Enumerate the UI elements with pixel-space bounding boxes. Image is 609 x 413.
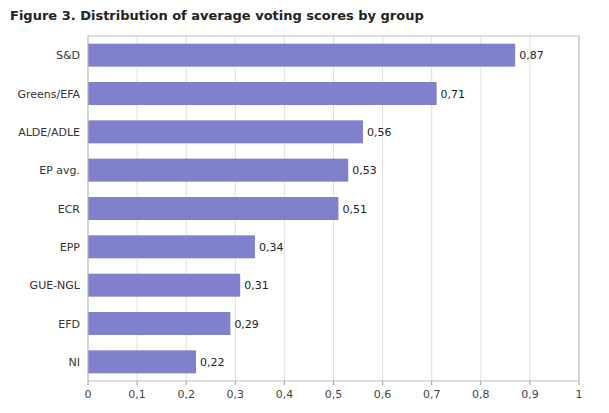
- bar: [88, 235, 255, 258]
- category-label: ALDE/ADLE: [18, 126, 80, 139]
- data-label: 0,71: [441, 88, 466, 101]
- category-label: EPP: [60, 241, 81, 254]
- data-label: 0,53: [352, 164, 377, 177]
- grid-line: [529, 36, 530, 381]
- tick-label: 0,6: [374, 388, 392, 401]
- category-label: EFD: [58, 318, 80, 331]
- tick-mark: [382, 381, 383, 385]
- bar: [88, 120, 363, 143]
- tick-mark: [137, 381, 138, 385]
- tick-mark: [480, 381, 481, 385]
- tick-mark: [431, 381, 432, 385]
- tick-label: 0,2: [177, 388, 195, 401]
- y-axis: S&D Greens/EFA ALDE/ADLE EP avg. ECR EPP GUE-N…: [17, 49, 80, 369]
- category-label: ECR: [58, 203, 81, 216]
- data-label: 0,31: [244, 279, 269, 292]
- x-axis: 0 0,1 0,2 0,3 0,4 0,5 0,6 0,7 0,8 0,9 1: [85, 36, 583, 401]
- data-label: 0,22: [200, 356, 225, 369]
- bar: [88, 274, 240, 297]
- category-label: S&D: [56, 49, 80, 62]
- bars: [88, 44, 515, 374]
- title: Figure 3. Distribution of average voting…: [10, 8, 424, 23]
- category-label: GUE-NGL: [30, 279, 81, 292]
- tick-label: 0,1: [128, 388, 146, 401]
- data-label: 0,51: [342, 203, 367, 216]
- tick-mark: [333, 381, 334, 385]
- data-label: 0,34: [259, 241, 284, 254]
- tick-mark: [186, 381, 187, 385]
- bar: [88, 312, 230, 335]
- data-label: 0,29: [234, 318, 259, 331]
- tick-mark: [88, 381, 89, 385]
- tick-mark: [579, 381, 580, 385]
- bar: [88, 82, 437, 105]
- tick-label: 0,5: [325, 388, 343, 401]
- data-label: 0,56: [367, 126, 392, 139]
- data-labels: 0,87 0,71 0,56 0,53 0,51 0,34 0,31 0,29 0,22: [200, 49, 544, 369]
- chart: Figure 3. Distribution of average voting…: [0, 0, 609, 413]
- bar: [88, 44, 515, 67]
- tick-mark: [529, 381, 530, 385]
- tick-mark: [284, 381, 285, 385]
- tick-label: 0,9: [521, 388, 539, 401]
- bar: [88, 197, 338, 220]
- plot-frame: [88, 36, 579, 381]
- grid-line: [480, 36, 481, 381]
- category-label: EP avg.: [39, 164, 80, 177]
- tick-mark: [235, 381, 236, 385]
- category-label: NI: [69, 356, 80, 369]
- tick-label: 0: [85, 388, 92, 401]
- data-label: 0,87: [519, 49, 544, 62]
- tick-label: 1: [576, 388, 583, 401]
- bar: [88, 159, 348, 182]
- bar: [88, 350, 196, 373]
- tick-label: 0,4: [276, 388, 294, 401]
- tick-label: 0,7: [423, 388, 441, 401]
- category-label: Greens/EFA: [17, 88, 80, 101]
- tick-label: 0,3: [227, 388, 245, 401]
- tick-label: 0,8: [472, 388, 490, 401]
